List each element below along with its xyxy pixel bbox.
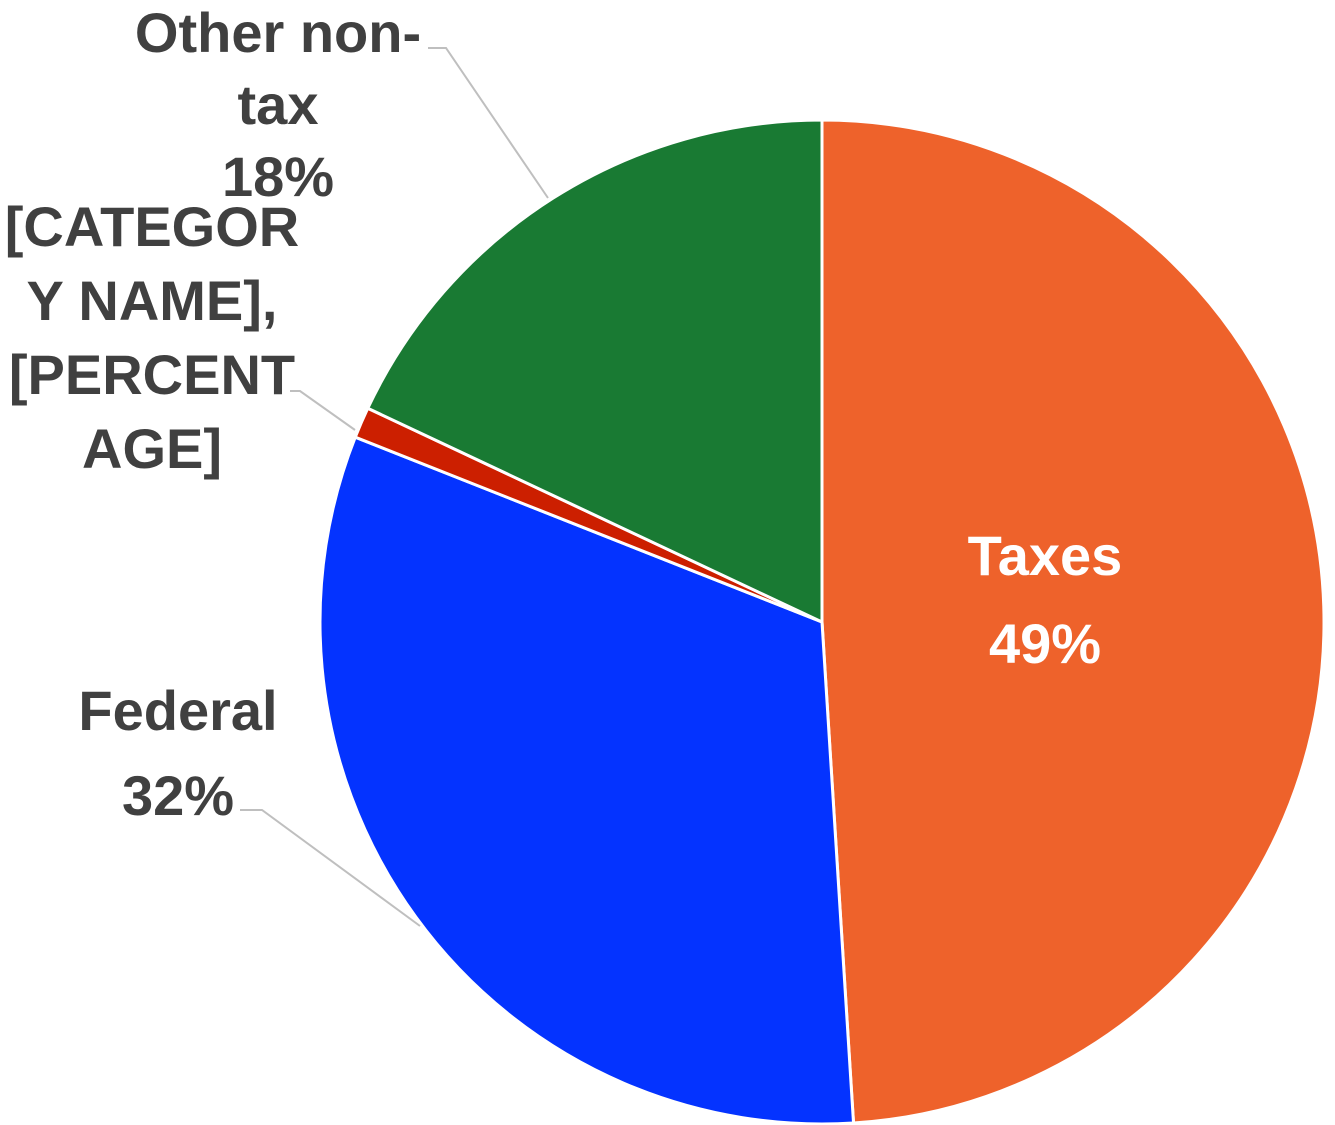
data-label-line: Federal: [78, 679, 277, 742]
data-labels: Taxes 49% Federal 32% [CATEGOR Y NAME], [PERCE…: [5, 1, 1123, 827]
data-label-line: Y NAME],: [27, 269, 278, 332]
leader-line-federal: [240, 809, 421, 927]
data-label-federal: Federal 32%: [78, 679, 277, 827]
data-label-line: [PERCENT: [9, 343, 295, 406]
data-label-taxes: Taxes 49%: [968, 524, 1123, 675]
data-label-line: 18%: [222, 145, 334, 208]
pie-slices: [318, 118, 1326, 1125]
data-label-line: AGE]: [82, 417, 222, 480]
pie-slice-federal: [318, 435, 856, 1125]
data-label-category-name: [CATEGOR Y NAME], [PERCENT AGE]: [5, 195, 300, 480]
data-label-line: tax: [238, 73, 319, 136]
leader-lines: [240, 47, 549, 927]
data-label-line: [CATEGOR: [5, 195, 300, 258]
leader-line-other-non-tax: [428, 47, 549, 199]
data-label-line: 32%: [122, 764, 234, 827]
leader-line-category-name: [290, 390, 356, 431]
data-label-line: Taxes: [968, 524, 1123, 587]
data-label-line: 49%: [989, 612, 1101, 675]
pie-slice-other-non-tax: [365, 118, 824, 625]
pie-slice-taxes: [820, 118, 1326, 1125]
data-label-other-non-tax: Other non-tax 18%: [135, 1, 421, 208]
data-label-line: Other non-: [135, 1, 421, 64]
